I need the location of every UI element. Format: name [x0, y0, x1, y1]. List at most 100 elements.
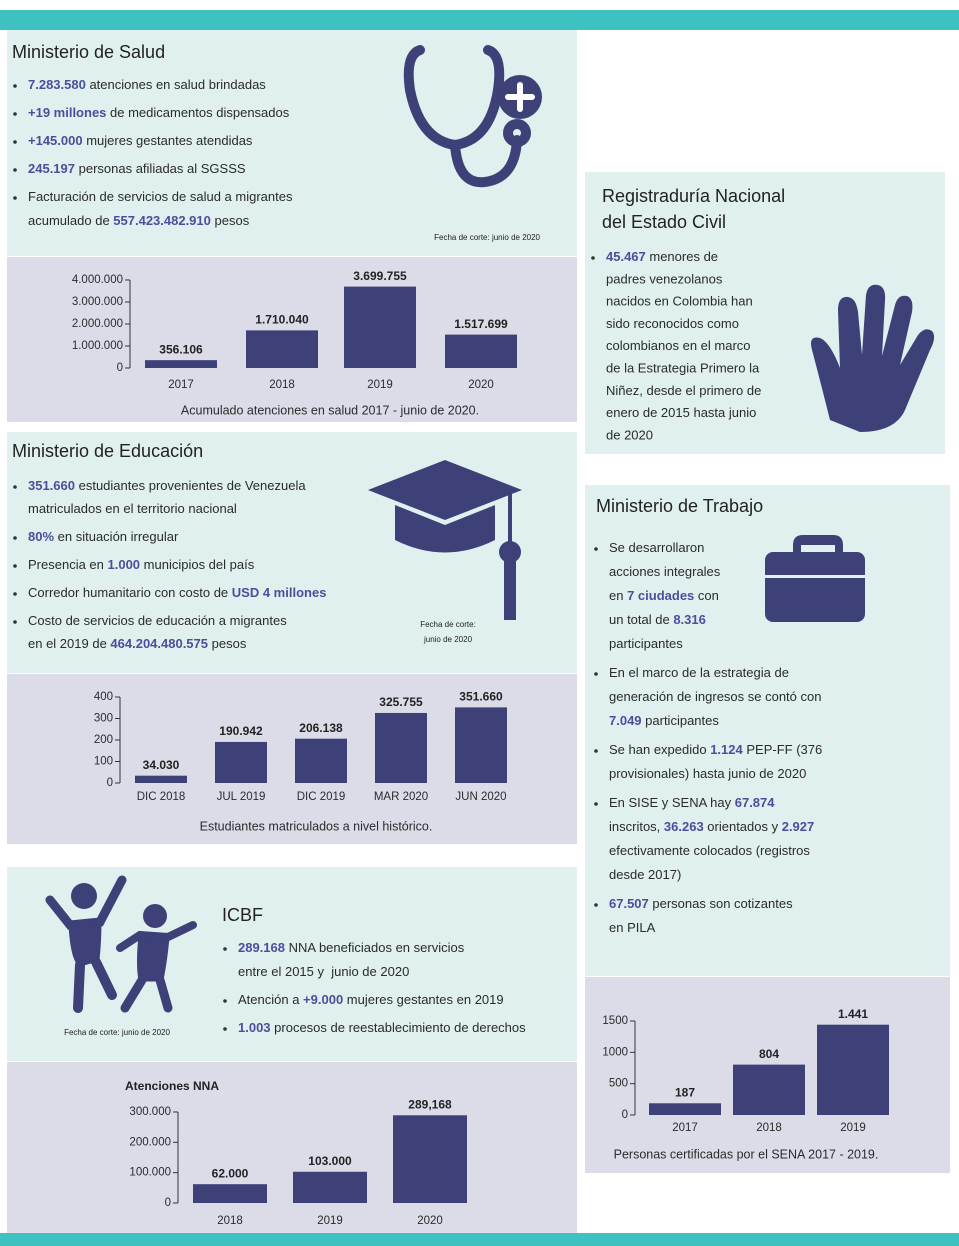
text-segment: acumulado de [28, 213, 113, 228]
bullet-dot [13, 168, 17, 172]
bullet-line: acciones integrales [609, 564, 721, 579]
text-segment: Facturación de servicios de salud a migr… [28, 189, 293, 204]
bar [817, 1025, 889, 1115]
text-segment: Se han expedido [609, 742, 710, 757]
y-tick-label: 0 [117, 362, 123, 374]
y-tick-label: 300.000 [129, 1106, 171, 1118]
bullet-line: participantes [609, 636, 683, 651]
text-segment: participantes [642, 713, 720, 728]
value-label: 206.138 [299, 721, 343, 735]
y-tick-label: 0 [622, 1109, 628, 1121]
y-tick-label: 4.000.000 [72, 274, 123, 286]
bullet-dot [13, 564, 17, 568]
text-segment: En el marco de la estrategia de [609, 665, 789, 680]
section-title: Ministerio de Salud [12, 42, 165, 62]
text-segment: pesos [211, 213, 250, 228]
bullet-line: matriculados en el territorio nacional [28, 501, 237, 516]
bullet-line: efectivamente colocados (registros [609, 843, 810, 858]
text-segment: de 2020 [606, 428, 653, 443]
text-segment: PEP-FF (376 [743, 742, 822, 757]
text-segment: Costo de servicios de educación a migran… [28, 613, 287, 628]
highlight-segment: 67.874 [735, 795, 776, 810]
bullet-line: en PILA [609, 920, 656, 935]
bullet-dot [13, 485, 17, 489]
bullet-line: Se han expedido 1.124 PEP-FF (376 [609, 742, 822, 757]
text-segment: estudiantes provenientes de Venezuela [75, 478, 306, 493]
text-segment: sido reconocidos como [606, 316, 739, 331]
bullet-dot [591, 256, 595, 260]
bar [393, 1115, 467, 1203]
y-tick-label: 0 [165, 1197, 171, 1209]
bar [445, 335, 517, 368]
bar [145, 360, 217, 368]
value-label: 1.710.040 [255, 313, 309, 327]
y-tick-label: 100.000 [129, 1167, 171, 1179]
highlight-segment: USD 4 millones [232, 585, 327, 600]
bullet-dot [594, 802, 598, 806]
bullet-line: +19 millones de medicamentos dispensados [28, 105, 290, 120]
bullet-line: 80% en situación irregular [28, 529, 179, 544]
highlight-segment: 289.168 [238, 940, 285, 955]
x-tick-label: 2019 [317, 1215, 343, 1227]
y-tick-label: 500 [609, 1078, 628, 1090]
bar [293, 1172, 367, 1203]
bullet-dot [594, 547, 598, 551]
text-segment: Corredor humanitario con costo de [28, 585, 232, 600]
text-segment: municipios del país [140, 557, 255, 572]
bullet-dot [223, 947, 227, 951]
section-title: Registraduría Nacional [602, 186, 785, 206]
text-segment: atenciones en salud brindadas [86, 77, 266, 92]
bullet-line: En SISE y SENA hay 67.874 [609, 795, 775, 810]
text-segment: procesos de reestablecimiento de derecho… [271, 1020, 527, 1035]
highlight-segment: +9.000 [303, 992, 343, 1007]
value-label: 190.942 [219, 724, 263, 738]
infographic: Ministerio de Salud 7.283.580 atenciones … [0, 0, 959, 1246]
bullet-line: 351.660 estudiantes provenientes de Vene… [28, 478, 306, 493]
chart-title: Personas certificadas por el SENA 2017 -… [614, 1147, 879, 1161]
y-tick-label: 400 [94, 691, 113, 703]
bullet-line: padres venezolanos [606, 272, 723, 287]
cutoff-note: Fecha de corte: junio de 2020 [434, 233, 540, 242]
chart-title: Atenciones NNA [125, 1079, 219, 1093]
highlight-segment: 7.283.580 [28, 77, 86, 92]
x-tick-label: 2018 [756, 1122, 782, 1134]
y-tick-label: 300 [94, 713, 113, 725]
bullet-line: enero de 2015 hasta junio [606, 406, 756, 421]
value-label: 187 [675, 1085, 695, 1099]
section-title: Ministerio de Educación [12, 441, 203, 461]
text-segment: mujeres gestantes en 2019 [343, 992, 503, 1007]
bullet-line: Niñez, desde el primero de [606, 383, 761, 398]
bullet-line: de la Estrategia Primero la [606, 361, 760, 376]
top-band [0, 10, 959, 30]
bullet-dot [223, 1027, 227, 1031]
bullet-line: Se desarrollaron [609, 540, 704, 555]
bullet-line: provisionales) hasta junio de 2020 [609, 766, 806, 781]
x-tick-label: 2020 [417, 1215, 443, 1227]
text-segment: Presencia en [28, 557, 108, 572]
y-tick-label: 100 [94, 756, 113, 768]
value-label: 62.000 [212, 1166, 249, 1180]
value-label: 1.517.699 [454, 317, 508, 331]
text-segment: con [694, 588, 719, 603]
highlight-segment: 245.197 [28, 161, 75, 176]
bullet-line: de 2020 [606, 428, 653, 443]
value-label: 34.030 [143, 758, 180, 772]
bar [215, 742, 267, 783]
text-segment: de medicamentos dispensados [106, 105, 289, 120]
bullet-dot [223, 999, 227, 1003]
text-segment: matriculados en el territorio nacional [28, 501, 237, 516]
highlight-segment: 1.003 [238, 1020, 271, 1035]
bullet-line: 1.003 procesos de reestablecimiento de d… [238, 1020, 526, 1035]
highlight-segment: 67.507 [609, 896, 649, 911]
x-tick-label: 2018 [269, 379, 295, 391]
highlight-segment: 351.660 [28, 478, 75, 493]
text-segment: desde 2017) [609, 867, 681, 882]
bullet-dot [594, 749, 598, 753]
text-segment: participantes [609, 636, 683, 651]
text-segment: un total de [609, 612, 673, 627]
text-segment: inscritos, [609, 819, 664, 834]
bar [649, 1103, 721, 1115]
bullet-line: generación de ingresos se contó con [609, 689, 821, 704]
bullet-dot [13, 620, 17, 624]
bar [375, 713, 427, 783]
